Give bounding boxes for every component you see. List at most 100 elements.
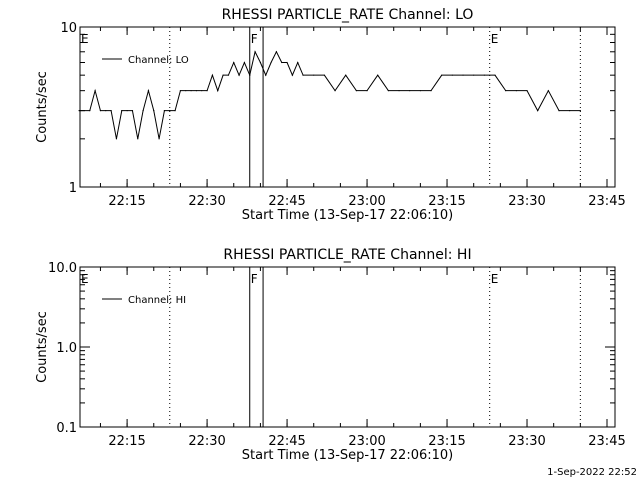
data-point-0-0-47: [366, 90, 368, 92]
data-point-0-0-60: [505, 90, 507, 92]
data-point-0-0-41: [302, 74, 304, 76]
data-point-0-0-54: [441, 74, 443, 76]
data-point-0-0-64: [547, 90, 549, 92]
data-point-0-0-35: [270, 61, 272, 64]
y-axis-label-0: Counts/sec: [35, 71, 50, 143]
x-tick-label-1-0: 22:15: [108, 434, 145, 449]
data-point-0-0-48: [377, 74, 379, 76]
data-point-0-0-43: [323, 74, 325, 76]
data-point-0-0-31: [249, 74, 251, 76]
data-point-0-0-51: [409, 90, 411, 92]
data-point-0-0-20: [190, 90, 192, 92]
data-point-0-0-66: [569, 110, 571, 112]
data-point-0-0-27: [227, 74, 230, 76]
x-tick-label-0-5: 23:30: [508, 194, 545, 209]
flag-label-0-1: F: [251, 32, 258, 46]
data-point-0-0-24: [211, 74, 214, 76]
data-point-0-0-29: [238, 74, 240, 76]
legend-label-1: Channel: HI: [128, 295, 186, 306]
data-point-0-0-38: [286, 61, 288, 64]
data-point-0-0-52: [419, 90, 421, 92]
data-point-0-0-14: [158, 138, 160, 140]
data-point-0-0-33: [259, 61, 262, 64]
data-point-0-0-44: [334, 90, 336, 92]
data-point-0-0-40: [297, 61, 299, 64]
series-line-0-0: [79, 50, 581, 139]
data-point-0-0-6: [115, 138, 118, 140]
data-point-0-0-46: [355, 90, 357, 92]
data-point-0-0-23: [206, 90, 208, 92]
flag-label-0-0: E: [81, 32, 89, 46]
data-point-0-0-62: [526, 90, 528, 92]
data-point-0-0-58: [483, 74, 485, 76]
data-point-0-0-34: [265, 74, 267, 76]
data-point-0-0-28: [233, 61, 235, 64]
data-point-0-0-1: [89, 110, 91, 112]
data-point-0-0-56: [462, 74, 464, 76]
x-tick-label-1-4: 23:15: [428, 434, 465, 449]
data-point-0-0-59: [494, 74, 496, 76]
y-tick-label-0-1: 10: [60, 21, 77, 36]
data-point-0-0-67: [579, 110, 581, 112]
x-tick-label-0-1: 22:30: [188, 194, 225, 209]
data-point-0-0-7: [121, 110, 123, 112]
chart-title-1: RHESSI PARTICLE_RATE Channel: HI: [223, 247, 471, 263]
data-point-0-0-9: [131, 110, 134, 112]
data-point-0-0-3: [99, 110, 102, 112]
flag-label-1-0: E: [81, 272, 89, 286]
data-point-0-0-18: [179, 90, 182, 92]
data-point-0-0-4: [105, 110, 107, 112]
data-point-0-0-12: [147, 90, 150, 92]
data-point-0-0-32: [254, 51, 256, 53]
x-axis-label-1: Start Time (13-Sep-17 22:06:10): [242, 448, 453, 463]
data-point-0-0-49: [387, 90, 389, 92]
data-point-0-0-25: [217, 90, 219, 92]
y-tick-label-0-0: 1: [69, 181, 77, 196]
data-point-0-0-10: [137, 138, 139, 140]
data-point-0-0-53: [430, 90, 432, 92]
plot-frame-0: [79, 26, 616, 188]
x-tick-label-1-6: 23:45: [588, 434, 625, 449]
x-tick-label-0-3: 23:00: [348, 194, 385, 209]
flag-label-1-1: F: [251, 272, 258, 286]
data-point-0-0-37: [281, 61, 283, 64]
data-point-0-0-0: [78, 110, 80, 112]
data-point-0-0-22: [201, 90, 203, 92]
x-tick-label-0-4: 23:15: [428, 194, 465, 209]
data-point-0-0-30: [243, 61, 246, 64]
x-tick-label-0-2: 22:45: [268, 194, 305, 209]
data-point-0-0-16: [169, 110, 171, 112]
data-point-0-0-65: [558, 110, 560, 112]
data-point-0-0-61: [515, 90, 517, 92]
plot-frame-1: [79, 266, 616, 428]
data-point-0-0-11: [142, 110, 144, 112]
data-point-0-0-8: [126, 110, 128, 112]
y-tick-label-1-2: 10.0: [48, 261, 77, 276]
x-tick-label-1-3: 23:00: [348, 434, 385, 449]
flag-label-0-2: E: [491, 32, 499, 46]
data-point-0-0-50: [398, 90, 400, 92]
x-axis-label-0: Start Time (13-Sep-17 22:06:10): [242, 208, 453, 223]
data-point-0-0-19: [185, 90, 187, 92]
flag-label-1-2: E: [491, 272, 499, 286]
data-point-0-0-17: [174, 110, 176, 112]
data-point-0-0-36: [275, 51, 278, 53]
data-point-0-0-55: [451, 74, 453, 76]
data-point-0-0-57: [473, 74, 475, 76]
footer-timestamp: 1-Sep-2022 22:52: [547, 467, 637, 478]
y-tick-label-1-0: 0.1: [56, 421, 77, 436]
x-tick-label-0-6: 23:45: [588, 194, 625, 209]
y-axis-label-1: Counts/sec: [35, 311, 50, 383]
legend-label-0: Channel: LO: [128, 55, 189, 66]
data-point-0-0-45: [345, 74, 347, 76]
data-point-0-0-13: [153, 110, 155, 112]
y-tick-label-1-1: 1.0: [56, 341, 77, 356]
data-point-0-0-5: [110, 110, 112, 112]
data-point-0-0-26: [222, 74, 224, 76]
x-tick-label-1-1: 22:30: [188, 434, 225, 449]
data-point-0-0-63: [537, 110, 539, 112]
x-tick-label-0-0: 22:15: [108, 194, 145, 209]
chart-title-0: RHESSI PARTICLE_RATE Channel: LO: [222, 7, 474, 23]
data-point-0-0-21: [195, 90, 198, 92]
